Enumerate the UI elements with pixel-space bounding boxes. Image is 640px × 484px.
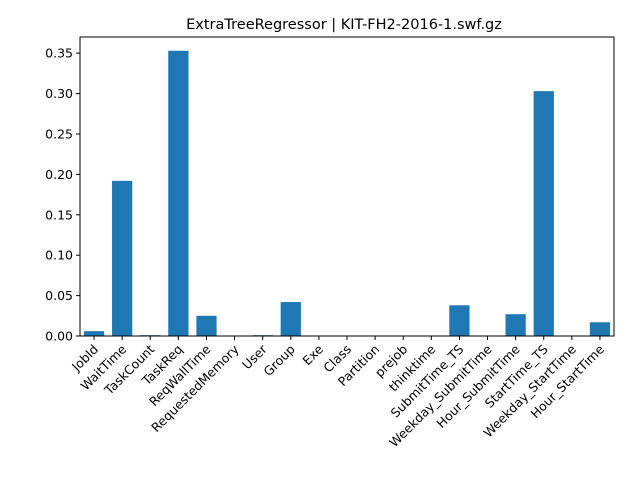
- y-tick-label: 0.25: [45, 126, 73, 141]
- y-tick-label: 0.20: [45, 167, 73, 182]
- bars-layer: [83, 50, 611, 337]
- bar-Hour_StartTime: [589, 322, 611, 336]
- y-tick-label: 0.00: [45, 329, 73, 344]
- y-tick-label: 0.30: [45, 86, 73, 101]
- y-tick-label: 0.35: [45, 46, 73, 61]
- bar-Group: [280, 302, 301, 336]
- bar-SubmitTime_TS: [449, 305, 470, 336]
- bar-Hour_SubmitTime: [505, 314, 526, 336]
- y-tick-label: 0.05: [45, 288, 73, 303]
- y-axis-ticks: 0.00 0.05 0.10 0.15 0.20 0.25 0.30 0.35: [45, 46, 80, 344]
- x-tick-label: Group: [260, 341, 298, 379]
- y-tick-label: 0.15: [45, 207, 73, 222]
- bar-WaitTime: [112, 180, 133, 336]
- bar-ReqWallTime: [196, 315, 217, 336]
- bar-JobId: [83, 331, 105, 336]
- chart-title: ExtraTreeRegressor | KIT-FH2-2016-1.swf.…: [186, 17, 502, 33]
- x-axis-ticks: JobIdWaitTimeTaskCountTaskReqReqWallTime…: [68, 336, 607, 450]
- bar-TaskReq: [168, 50, 189, 337]
- bar-StartTime_TS: [533, 91, 554, 336]
- y-tick-label: 0.10: [45, 248, 73, 263]
